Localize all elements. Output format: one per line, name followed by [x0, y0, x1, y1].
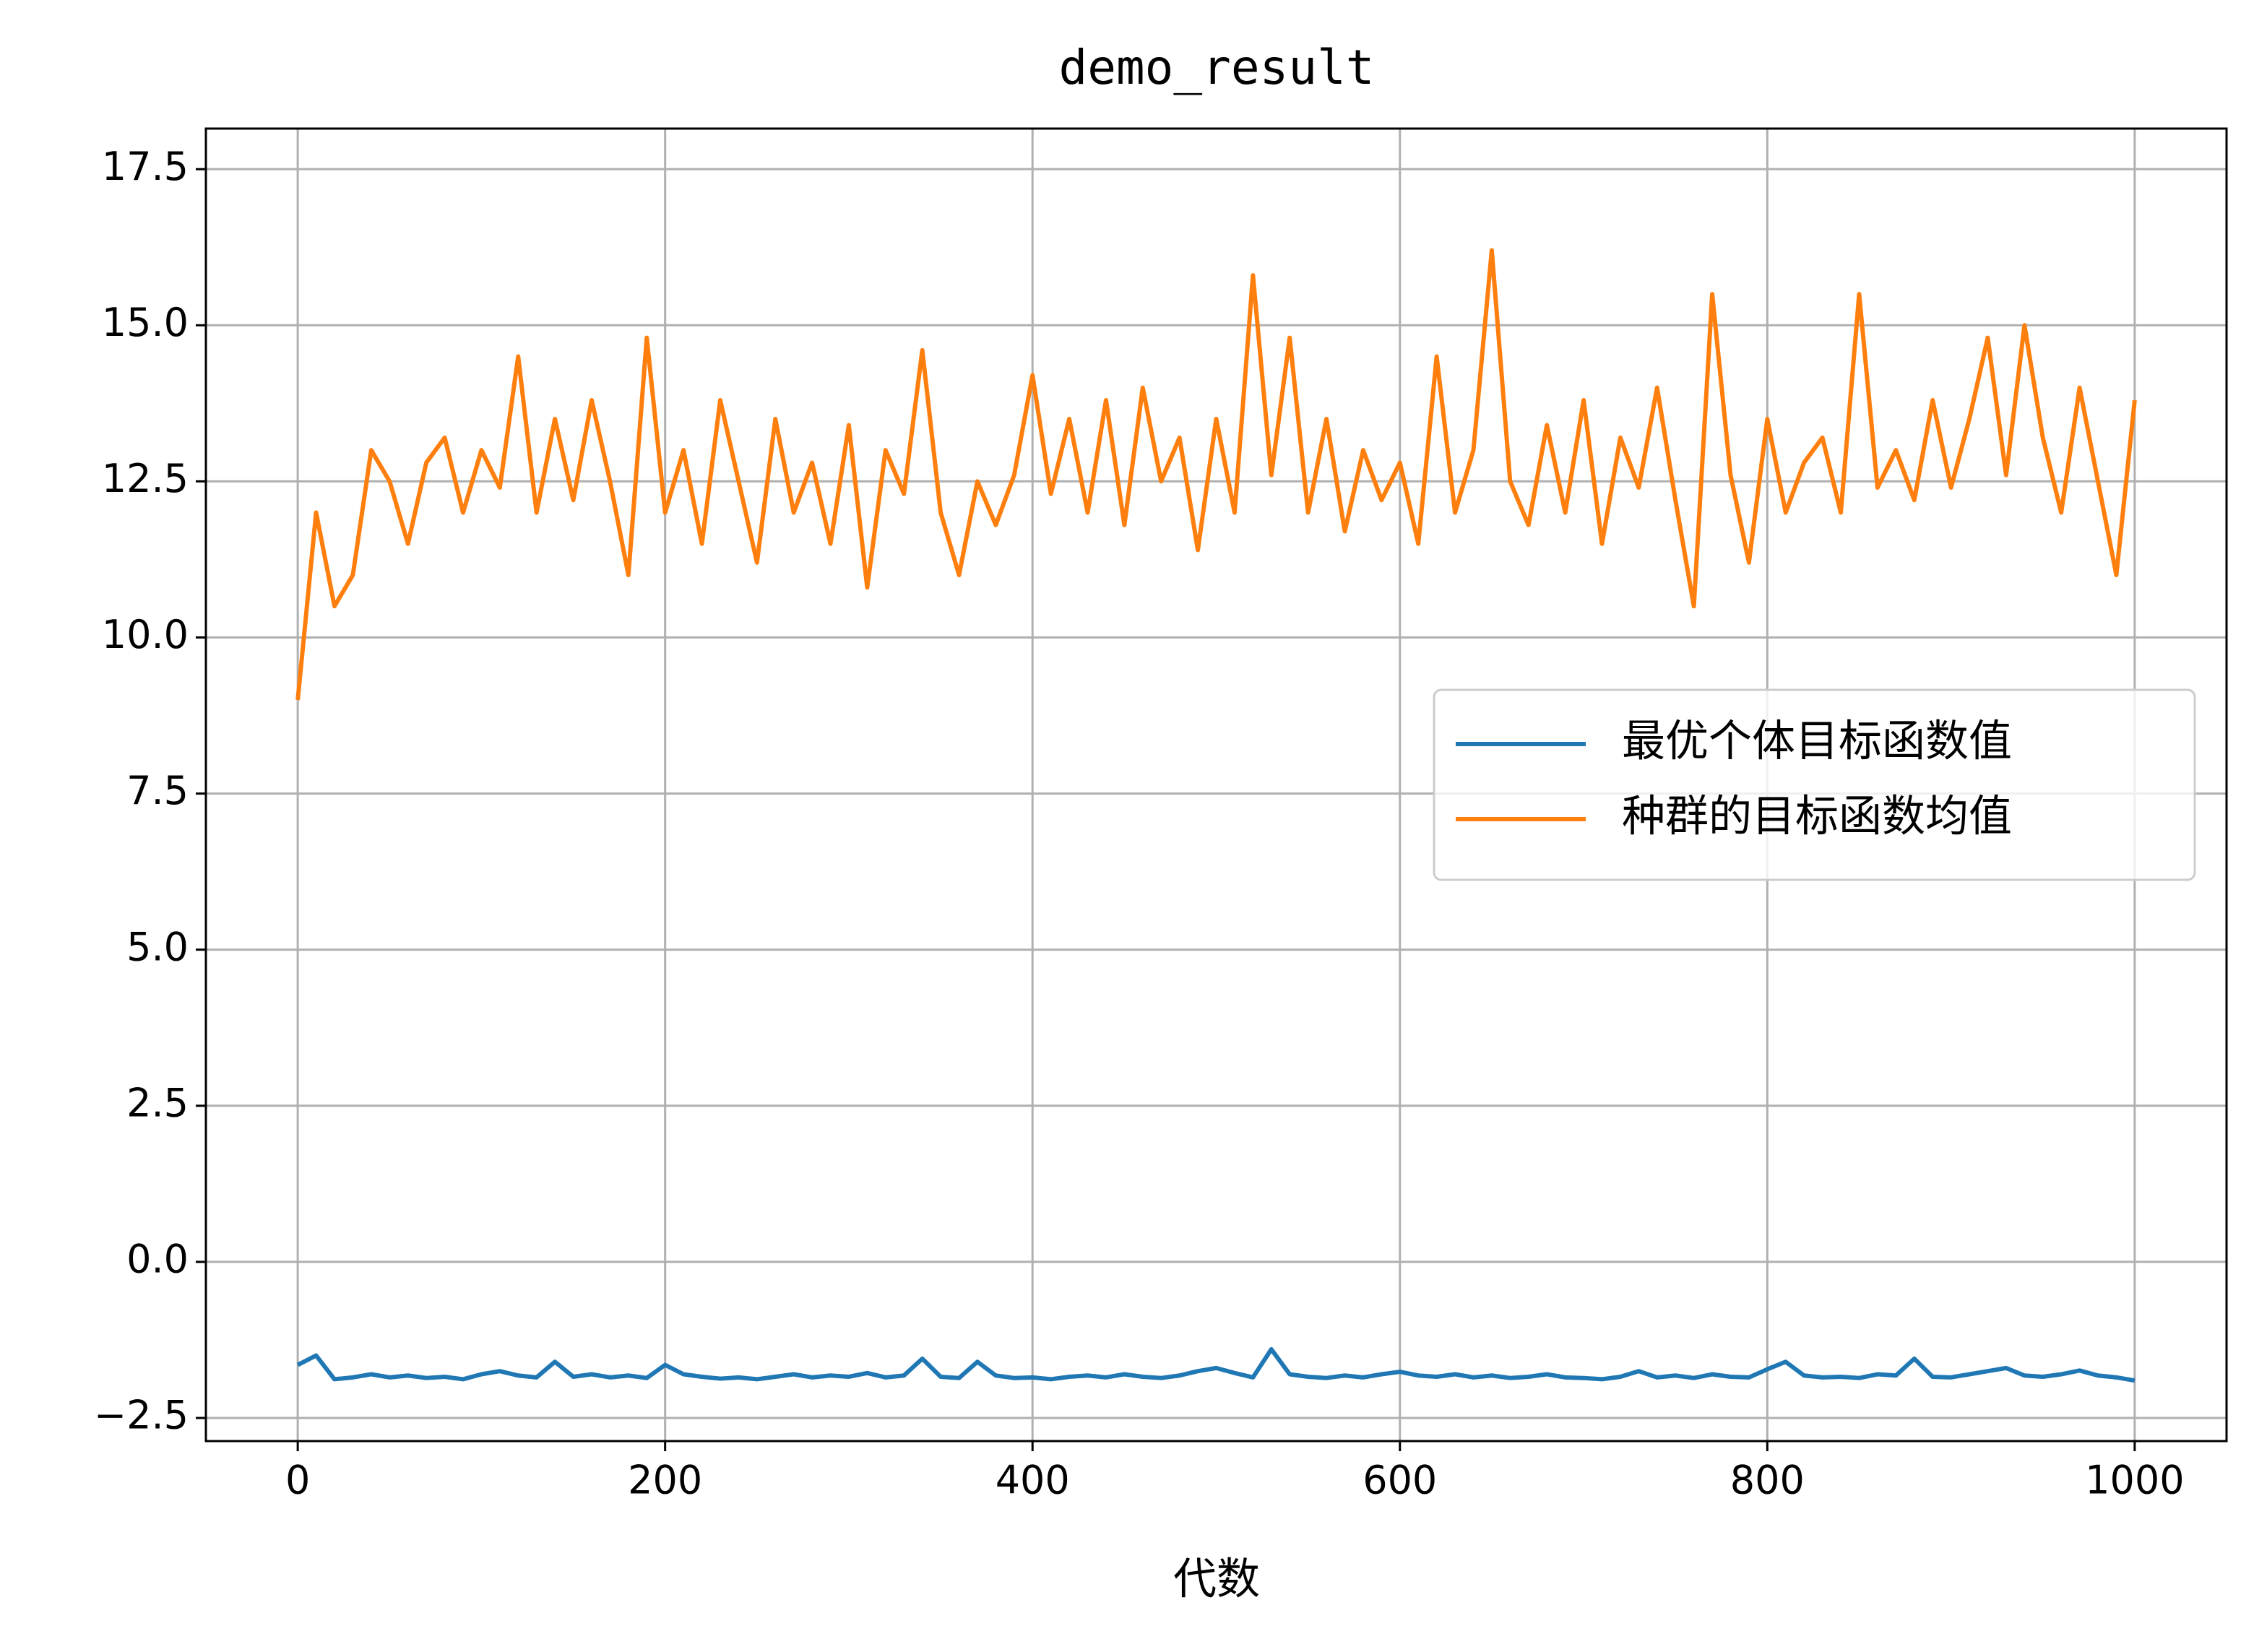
y-tick-label: 5.0 [126, 924, 189, 969]
data-line [295, 248, 2137, 701]
x-tick-label: 600 [1363, 1458, 1437, 1503]
legend-label: 最优个体目标函数值 [1622, 717, 2012, 767]
x-tick-label: 200 [628, 1458, 702, 1503]
x-tick-label: 1000 [2085, 1458, 2184, 1503]
y-tick-label: 2.5 [126, 1080, 189, 1125]
y-tick-label: 10.0 [102, 612, 189, 657]
chart-title: demo_result [1058, 40, 1374, 95]
y-tick-label: −2.5 [94, 1393, 189, 1438]
y-tick-label: 12.5 [102, 456, 189, 501]
y-tick-label: 7.5 [126, 768, 189, 813]
y-tick-label: 0.0 [126, 1237, 189, 1282]
plot-frame [204, 127, 2228, 1443]
y-tick-label: 17.5 [102, 144, 189, 189]
legend-box [1433, 688, 2196, 881]
y-tick-label: 15.0 [102, 300, 189, 345]
x-tick-label: 800 [1730, 1458, 1805, 1503]
x-tick-label: 0 [285, 1458, 310, 1503]
x-axis-label: 代数 [1173, 1554, 1260, 1605]
legend-label: 种群的目标函数均值 [1622, 792, 2012, 842]
x-tick-label: 400 [996, 1458, 1070, 1503]
data-line [296, 1346, 2136, 1383]
